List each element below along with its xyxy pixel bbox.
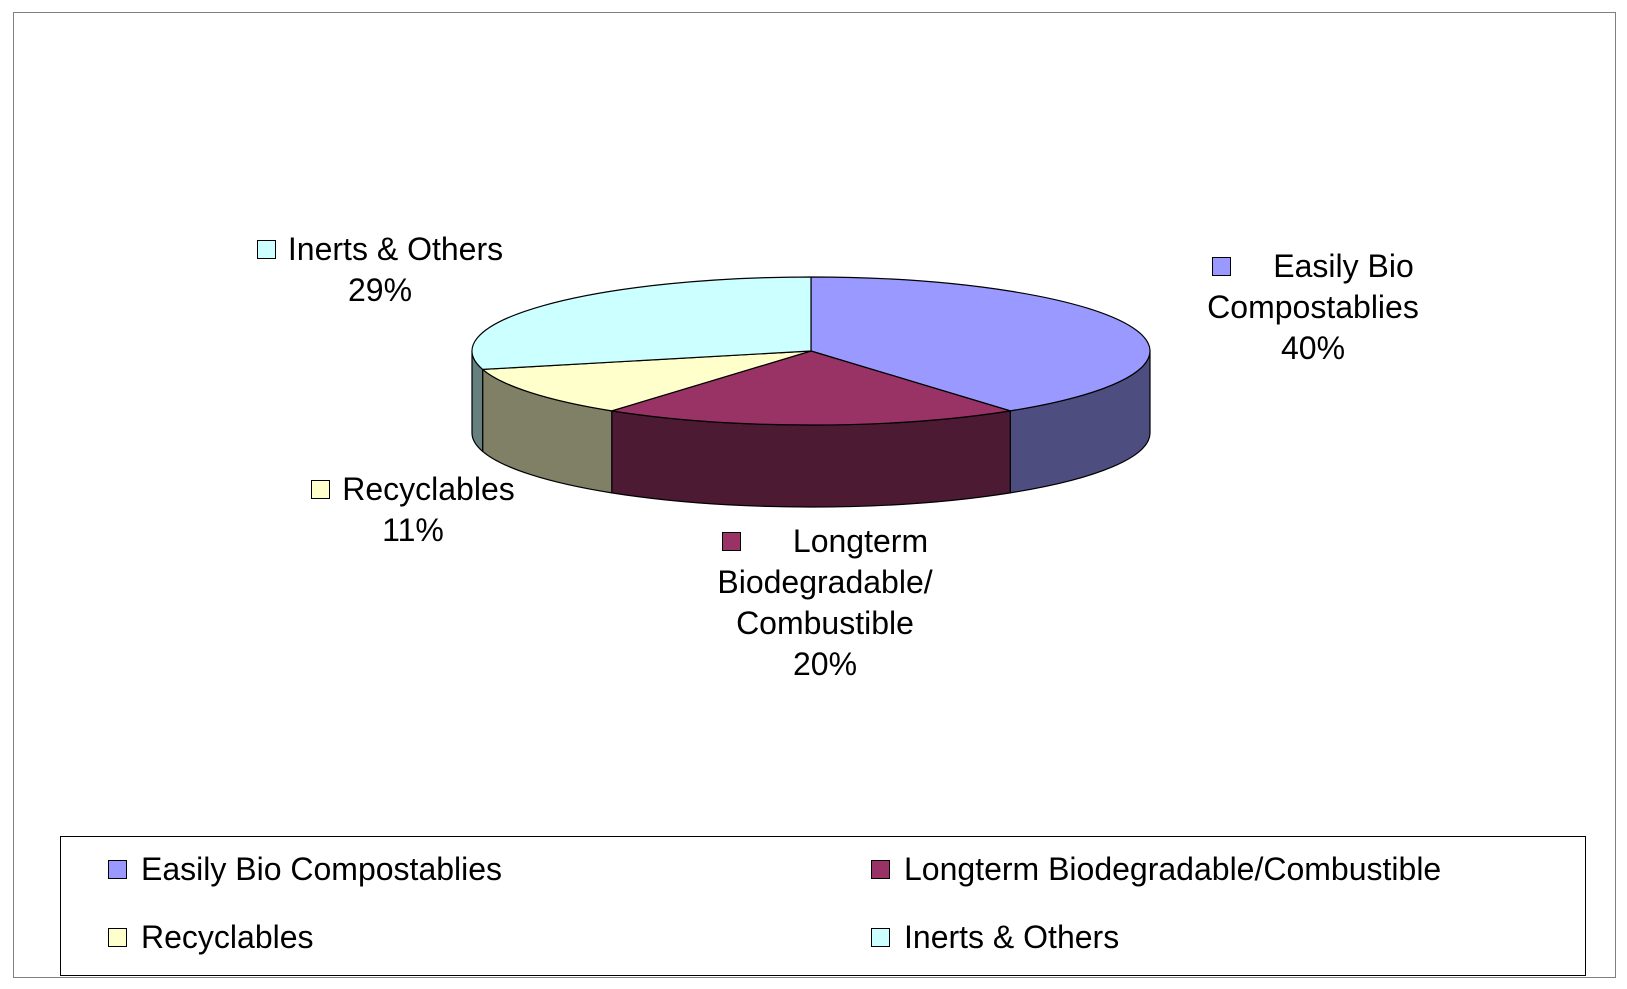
slice-label-longterm-line-1: Longterm — [792, 523, 929, 559]
legend-label-longterm: Longterm Biodegradable/Combustible — [904, 851, 1442, 887]
slice-label-longterm-pct: 20% — [792, 646, 858, 682]
legend-swatch-longterm — [871, 860, 890, 879]
slice-label-longterm-line-2: Biodegradable/ — [717, 564, 933, 600]
pie-slice-inerts — [471, 276, 812, 371]
slice-label-longterm: Longterm Biodegradable/ Combustible 20% — [660, 521, 990, 685]
pie-slice-longterm — [611, 350, 1011, 426]
slice-label-inerts-line-1: Inerts & Others — [287, 231, 504, 267]
slice-label-easily-line-2: Compostablies — [1207, 289, 1419, 325]
slice-label-easily: Easily Bio Compostablies 40% — [1148, 246, 1478, 369]
chart-legend: Easily Bio Compostablies Longterm Biodeg… — [60, 836, 1586, 976]
legend-item-recyclables: Recyclables — [108, 919, 314, 956]
legend-swatch-easily — [108, 860, 127, 879]
legend-swatch-inerts — [871, 928, 890, 947]
slice-label-recyclables: Recyclables 11% — [263, 469, 563, 551]
slice-label-inerts-swatch — [256, 240, 276, 259]
slice-label-easily-pct: 40% — [1280, 330, 1346, 366]
legend-swatch-recyclables — [108, 928, 127, 947]
legend-item-longterm: Longterm Biodegradable/Combustible — [871, 851, 1441, 888]
slice-label-longterm-swatch — [721, 532, 741, 551]
slice-label-inerts-pct: 29% — [347, 272, 413, 308]
legend-item-inerts: Inerts & Others — [871, 919, 1119, 956]
pie-slice-recyclables — [482, 350, 812, 412]
legend-item-easily: Easily Bio Compostablies — [108, 851, 502, 888]
pie-slice-easily — [810, 276, 1151, 412]
pie-tops — [471, 276, 1151, 426]
legend-label-inerts: Inerts & Others — [904, 919, 1120, 955]
slice-label-recyclables-pct: 11% — [382, 512, 444, 548]
slice-label-inerts: Inerts & Others 29% — [230, 229, 530, 311]
pie-sides — [471, 350, 1151, 508]
legend-label-recyclables: Recyclables — [141, 919, 314, 955]
slice-label-easily-swatch — [1212, 257, 1232, 276]
slice-label-recyclables-swatch — [311, 480, 331, 499]
legend-label-easily: Easily Bio Compostablies — [141, 851, 503, 887]
slice-label-longterm-line-3: Combustible — [736, 605, 914, 641]
slice-label-recyclables-line-1: Recyclables — [342, 471, 515, 507]
slice-label-easily-line-1: Easily Bio — [1273, 248, 1414, 284]
